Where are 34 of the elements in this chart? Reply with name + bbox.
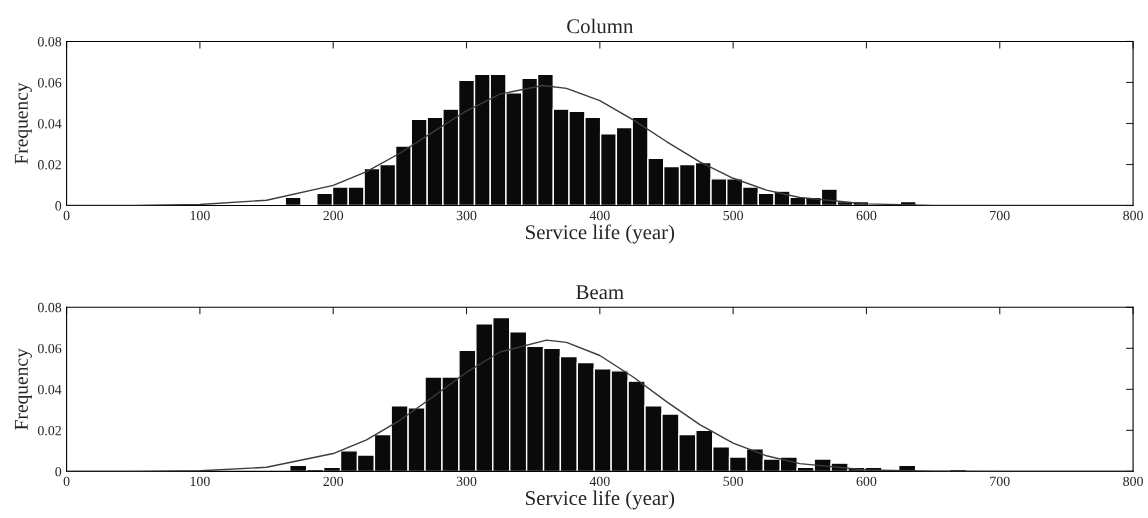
y-tick-label: 0.06 [37, 343, 62, 354]
y-tick-label: 0.08 [37, 302, 62, 313]
x-tick-label: 600 [856, 476, 877, 487]
y-tick-label: 0.02 [37, 160, 61, 170]
y-tick-label: 0.04 [37, 119, 62, 129]
y-tick-label: 0.08 [37, 37, 62, 47]
x-tick-label: 100 [190, 210, 210, 221]
y-axis-title: Frequency [14, 348, 32, 430]
chart-title: Column [567, 18, 634, 34]
x-axis-title: Service life (year) [526, 224, 675, 244]
y-tick-label: 0.04 [37, 384, 62, 395]
x-tick-label: 500 [723, 210, 744, 221]
x-tick-label: 800 [1123, 476, 1143, 487]
y-tick-label: 0.02 [37, 425, 61, 436]
x-tick-label: 200 [323, 210, 344, 221]
chart-title: Beam [576, 285, 624, 300]
x-tick-label: 500 [723, 476, 744, 487]
y-tick-label: 0 [55, 466, 62, 477]
x-tick-label: 700 [990, 476, 1010, 487]
x-tick-label: 100 [190, 476, 210, 487]
x-tick-label: 800 [1123, 210, 1143, 221]
x-tick-label: 700 [990, 210, 1010, 221]
x-tick-label: 0 [63, 476, 70, 487]
y-tick-label: 0.06 [37, 78, 62, 88]
y-axis-title: Frequency [14, 82, 32, 164]
x-tick-label: 400 [589, 210, 610, 221]
x-tick-label: 200 [323, 476, 344, 487]
x-tick-label: 400 [589, 476, 610, 487]
x-axis-title: Service life (year) [526, 490, 675, 510]
x-tick-label: 300 [456, 210, 477, 221]
y-tick-label: 0 [55, 201, 62, 211]
x-tick-label: 0 [63, 210, 70, 221]
x-tick-label: 300 [456, 476, 477, 487]
x-tick-label: 600 [856, 210, 877, 221]
